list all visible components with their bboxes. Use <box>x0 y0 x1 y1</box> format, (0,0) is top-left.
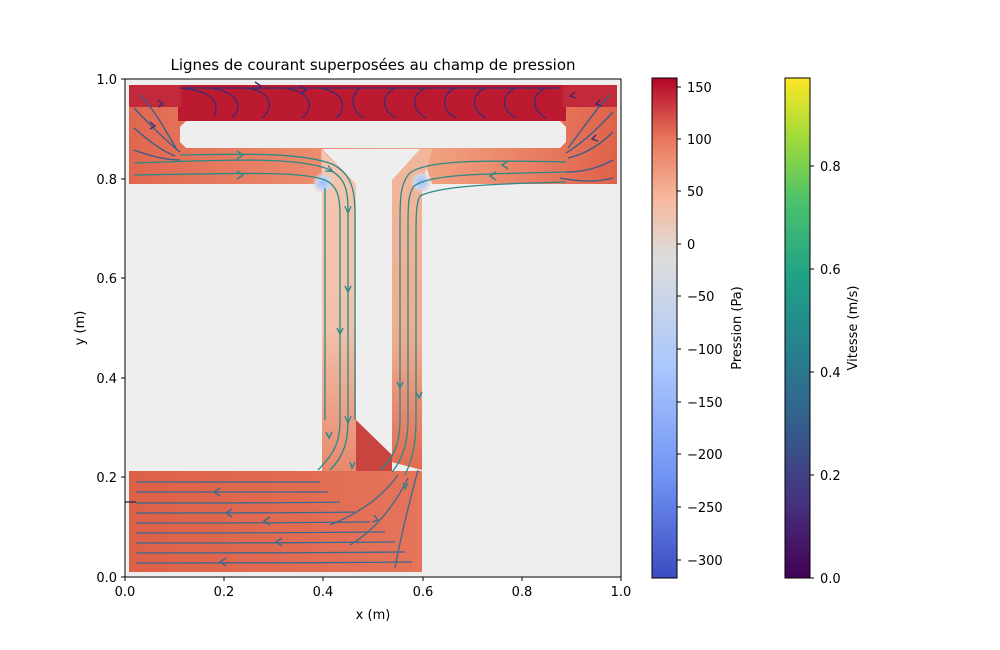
pressure-tick-label: −150 <box>687 396 723 411</box>
x-tick-label: 0.6 <box>413 585 434 600</box>
x-tick: 0.6 <box>413 577 434 600</box>
plot-area <box>124 78 622 578</box>
velocity-tick: 0.6 <box>810 263 841 278</box>
streamlines-top-strip <box>179 87 560 119</box>
y-tick-label: 1.0 <box>96 73 117 88</box>
velocity-tick: 0.4 <box>810 366 841 381</box>
y-tick-label: 0.4 <box>96 372 117 387</box>
pressure-tick-label: 50 <box>687 185 704 200</box>
velocity-tick-label: 0.2 <box>820 469 841 484</box>
pressure-tick: 150 <box>677 81 712 96</box>
pressure-tick: −50 <box>677 290 714 305</box>
pressure-tick-label: −50 <box>687 290 714 305</box>
pressure-tick: −250 <box>677 501 723 516</box>
pressure-tick-label: −100 <box>687 343 723 358</box>
y-axis: 0.0 0.2 0.4 0.6 0.8 1.0 y (m) <box>73 73 125 586</box>
velocity-colorbar-ticks: 0.0 0.2 0.4 0.6 0.8 <box>810 160 841 587</box>
x-tick: 1.0 <box>611 577 632 600</box>
pressure-colorbar-label: Pression (Pa) <box>730 286 745 370</box>
x-tick-label: 0.8 <box>512 585 533 600</box>
x-axis-label: x (m) <box>356 608 391 623</box>
x-tick-label: 0.0 <box>115 585 136 600</box>
velocity-tick: 0.0 <box>810 572 841 587</box>
pressure-tick: −200 <box>677 448 723 463</box>
velocity-colorbar: 0.0 0.2 0.4 0.6 0.8 Vitesse (m/s) <box>784 77 861 587</box>
pressure-tick: −150 <box>677 396 723 411</box>
streamlines-top-left <box>133 94 181 161</box>
pressure-tick: 50 <box>677 185 704 200</box>
x-tick: 0.8 <box>512 577 533 600</box>
y-tick-label: 0.8 <box>96 173 117 188</box>
streamlines-left-branch <box>133 153 356 471</box>
velocity-tick-label: 0.0 <box>820 572 841 587</box>
pressure-tick: −300 <box>677 554 723 569</box>
x-tick: 0.4 <box>313 577 334 600</box>
x-tick-label: 1.0 <box>611 585 632 600</box>
pressure-colorbar: 150 100 50 0 −50 −100 −150 −200 −250 −30… <box>651 77 745 579</box>
velocity-tick: 0.2 <box>810 469 841 484</box>
pressure-tick-label: −250 <box>687 501 723 516</box>
y-tick: 0.6 <box>96 272 125 287</box>
streamlines-top-right <box>559 94 614 182</box>
y-tick-label: 0.2 <box>96 471 117 486</box>
pressure-region-top-strip <box>178 85 566 121</box>
pressure-tick: 100 <box>677 133 712 148</box>
x-tick-label: 0.4 <box>313 585 334 600</box>
y-axis-label: y (m) <box>73 311 88 346</box>
velocity-tick-label: 0.4 <box>820 366 841 381</box>
plot-frame <box>124 78 622 578</box>
velocity-colorbar-gradient <box>784 77 811 579</box>
streamlines-bottom-block <box>125 469 419 569</box>
pressure-tick: −100 <box>677 343 723 358</box>
pressure-tick-label: 100 <box>687 133 712 148</box>
y-tick-label: 0.6 <box>96 272 117 287</box>
pressure-colorbar-gradient <box>651 77 678 579</box>
velocity-tick: 0.8 <box>810 160 841 175</box>
chart-title: Lignes de courant superposées au champ d… <box>170 56 575 74</box>
pressure-colorbar-ticks: 150 100 50 0 −50 −100 −150 −200 −250 −30… <box>677 81 723 569</box>
pressure-tick-label: −300 <box>687 554 723 569</box>
pressure-region-bottom-block <box>129 471 422 572</box>
x-tick-label: 0.2 <box>214 585 235 600</box>
velocity-colorbar-label: Vitesse (m/s) <box>846 286 861 371</box>
velocity-tick-label: 0.6 <box>820 263 841 278</box>
velocity-tick-label: 0.8 <box>820 160 841 175</box>
x-axis: 0.0 0.2 0.4 0.6 0.8 1.0 x (m) <box>115 577 632 623</box>
y-tick: 0.8 <box>96 173 125 188</box>
x-tick: 0.2 <box>214 577 235 600</box>
y-tick: 0.2 <box>96 471 125 486</box>
x-tick: 0.0 <box>115 577 136 600</box>
streamline-arrows <box>149 81 603 567</box>
y-tick: 0.0 <box>96 571 125 586</box>
streamlines <box>125 87 614 569</box>
pressure-tick-label: 150 <box>687 81 712 96</box>
y-tick-label: 0.0 <box>96 571 117 586</box>
pressure-tick-label: 0 <box>687 238 695 253</box>
streamlines-right-branch <box>379 160 567 476</box>
top-bar-gap <box>180 121 566 148</box>
y-tick: 1.0 <box>96 73 125 88</box>
pressure-tick-label: −200 <box>687 448 723 463</box>
pressure-tick: 0 <box>677 238 695 253</box>
y-tick: 0.4 <box>96 372 125 387</box>
